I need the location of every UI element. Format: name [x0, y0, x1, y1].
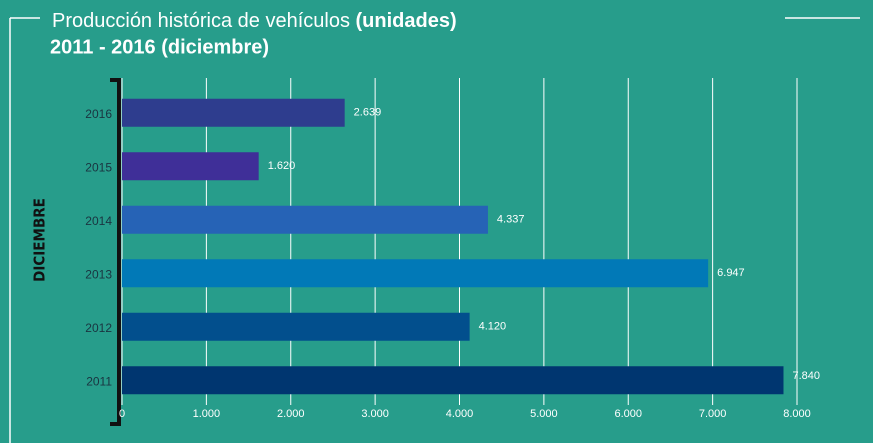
y-tick-label: 2013: [85, 267, 112, 281]
bar: [122, 366, 784, 395]
x-tick-label: 4.000: [446, 408, 474, 420]
value-label: 4.120: [479, 321, 507, 333]
x-tick-label: 1.000: [193, 408, 221, 420]
x-tick-label: 6.000: [614, 408, 642, 420]
x-tick-label: 8.000: [783, 408, 811, 420]
y-tick-label: 2016: [85, 107, 112, 121]
x-tick-label: 0: [119, 408, 125, 420]
bar: [122, 259, 709, 288]
x-tick-label: 3.000: [361, 408, 389, 420]
bar: [122, 205, 488, 234]
x-tick-label: 5.000: [530, 408, 558, 420]
y-tick-label: 2012: [85, 321, 112, 335]
value-label: 4.337: [497, 214, 525, 226]
value-label: 2.639: [354, 107, 382, 119]
chart-subtitle: 2011 - 2016 (diciembre): [50, 36, 269, 58]
y-tick-label: 2011: [86, 374, 112, 388]
y-tick-label: 2014: [85, 214, 112, 228]
value-label: 6.947: [717, 267, 745, 279]
title-emphasis: (unidades): [356, 10, 457, 32]
chart-title: Producción histórica de vehículos (unida…: [52, 10, 457, 32]
value-label: 7.840: [793, 370, 821, 382]
y-tick-label: 2015: [85, 160, 112, 174]
value-label: 1.620: [268, 160, 296, 172]
x-tick-label: 2.000: [277, 408, 305, 420]
title-text: Producción histórica de vehículos: [52, 10, 350, 32]
x-tick-label: 7.000: [699, 408, 727, 420]
bar: [122, 312, 470, 341]
y-axis-label: DICIEMBRE: [31, 198, 49, 282]
bar: [122, 152, 259, 181]
bar: [122, 98, 345, 127]
bracket: [110, 78, 121, 426]
